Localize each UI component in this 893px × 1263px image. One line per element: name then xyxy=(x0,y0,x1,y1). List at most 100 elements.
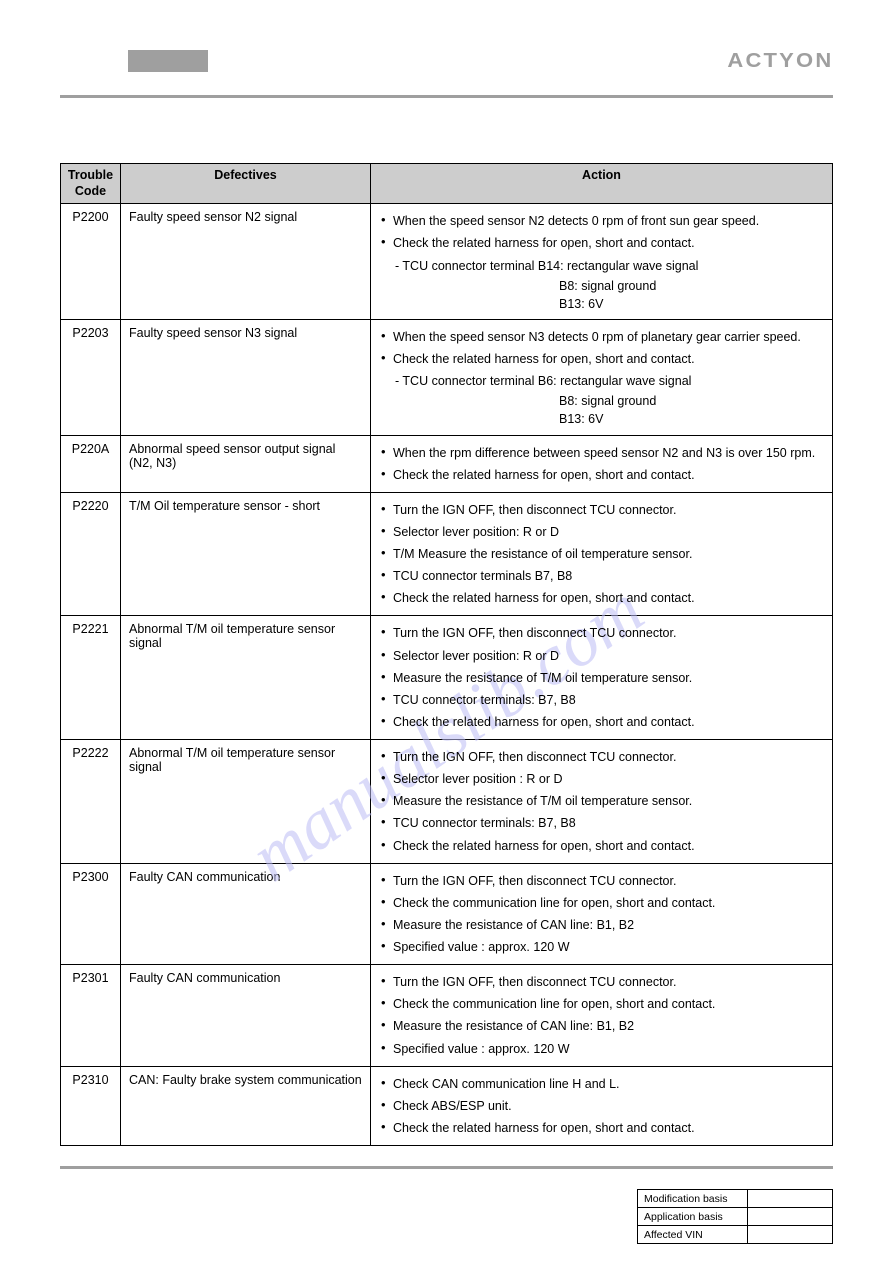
cell-code: P2222 xyxy=(61,740,121,864)
action-item: TCU connector terminals: B7, B8 xyxy=(379,689,824,711)
action-item: Specified value : approx. 120 W xyxy=(379,1038,824,1060)
cell-action: When the rpm difference between speed se… xyxy=(371,435,833,492)
action-sub-indent: B13: 6V xyxy=(379,410,824,428)
action-list: Turn the IGN OFF, then disconnect TCU co… xyxy=(379,870,824,959)
table-row: P2300Faulty CAN communication Turn the IG… xyxy=(61,863,833,965)
action-sub: - TCU connector terminal B6: rectangular… xyxy=(379,370,824,392)
table-row: P2203Faulty speed sensor N3 signal When t… xyxy=(61,319,833,435)
table-row: P220AAbnormal speed sensor output signal… xyxy=(61,435,833,492)
cell-code: P2301 xyxy=(61,965,121,1067)
action-sub-indent: B8: signal ground xyxy=(379,277,824,295)
cell-action: Turn the IGN OFF, then disconnect TCU co… xyxy=(371,740,833,864)
action-item: Selector lever position : R or D xyxy=(379,768,824,790)
footer-row: Affected VIN xyxy=(638,1226,833,1244)
action-item: Check ABS/ESP unit. xyxy=(379,1095,824,1117)
cell-code: P2221 xyxy=(61,616,121,740)
action-item: Check the related harness for open, shor… xyxy=(379,232,824,254)
th-trouble-code: Trouble Code xyxy=(61,164,121,204)
cell-defective: Abnormal T/M oil temperature sensor sign… xyxy=(121,616,371,740)
cell-code: P2310 xyxy=(61,1066,121,1145)
table-row: P2310CAN: Faulty brake system communicat… xyxy=(61,1066,833,1145)
action-item: Turn the IGN OFF, then disconnect TCU co… xyxy=(379,870,824,892)
table-row: P2301Faulty CAN communication Turn the IG… xyxy=(61,965,833,1067)
footer-body: Modification basisApplication basisAffec… xyxy=(638,1190,833,1244)
page: ACTYON manualslib.com Trouble Code Defec… xyxy=(0,0,893,1223)
action-list: Turn the IGN OFF, then disconnect TCU co… xyxy=(379,971,824,1060)
action-item: Check the related harness for open, shor… xyxy=(379,711,824,733)
action-item: Check the related harness for open, shor… xyxy=(379,835,824,857)
th-action: Action xyxy=(371,164,833,204)
action-item: Check the related harness for open, shor… xyxy=(379,464,824,486)
action-list: Turn the IGN OFF, then disconnect TCU co… xyxy=(379,622,824,733)
action-item: Selector lever position: R or D xyxy=(379,645,824,667)
action-item: Turn the IGN OFF, then disconnect TCU co… xyxy=(379,499,824,521)
action-item: Check the communication line for open, s… xyxy=(379,892,824,914)
action-list: Check CAN communication line H and L.Che… xyxy=(379,1073,824,1139)
trouble-code-table: Trouble Code Defectives Action P2200Faul… xyxy=(60,163,833,1146)
table-body: P2200Faulty speed sensor N2 signal When t… xyxy=(61,204,833,1146)
action-sub: - TCU connector terminal B14: rectangula… xyxy=(379,255,824,277)
cell-action: Turn the IGN OFF, then disconnect TCU co… xyxy=(371,863,833,965)
table-header-row: Trouble Code Defectives Action xyxy=(61,164,833,204)
cell-code: P220A xyxy=(61,435,121,492)
footer-label: Affected VIN xyxy=(638,1226,748,1244)
action-item: T/M Measure the resistance of oil temper… xyxy=(379,543,824,565)
cell-defective: Abnormal T/M oil temperature sensor sign… xyxy=(121,740,371,864)
cell-action: Check CAN communication line H and L.Che… xyxy=(371,1066,833,1145)
cell-defective: Abnormal speed sensor output signal (N2,… xyxy=(121,435,371,492)
table-row: P2221Abnormal T/M oil temperature sensor… xyxy=(61,616,833,740)
action-item: TCU connector terminals B7, B8 xyxy=(379,565,824,587)
action-list: When the speed sensor N3 detects 0 rpm o… xyxy=(379,326,824,429)
footer-value xyxy=(748,1190,833,1208)
action-list: Turn the IGN OFF, then disconnect TCU co… xyxy=(379,746,824,857)
cell-defective: Faulty speed sensor N3 signal xyxy=(121,319,371,435)
action-item: Turn the IGN OFF, then disconnect TCU co… xyxy=(379,971,824,993)
footer-row: Modification basis xyxy=(638,1190,833,1208)
action-item: Turn the IGN OFF, then disconnect TCU co… xyxy=(379,622,824,644)
action-item: Measure the resistance of CAN line: B1, … xyxy=(379,914,824,936)
cell-action: Turn the IGN OFF, then disconnect TCU co… xyxy=(371,965,833,1067)
footer-value xyxy=(748,1226,833,1244)
table-row: P2222Abnormal T/M oil temperature sensor… xyxy=(61,740,833,864)
header-grey-block xyxy=(128,50,208,72)
action-sub-indent: B13: 6V xyxy=(379,295,824,313)
footer-info-box: Modification basisApplication basisAffec… xyxy=(637,1189,833,1244)
table-row: P2220T/M Oil temperature sensor - short T… xyxy=(61,492,833,616)
cell-code: P2203 xyxy=(61,319,121,435)
action-list: Turn the IGN OFF, then disconnect TCU co… xyxy=(379,499,824,610)
action-sub-indent: B8: signal ground xyxy=(379,392,824,410)
cell-action: Turn the IGN OFF, then disconnect TCU co… xyxy=(371,492,833,616)
th-defectives: Defectives xyxy=(121,164,371,204)
footer-rule xyxy=(60,1166,833,1169)
cell-code: P2300 xyxy=(61,863,121,965)
action-item: When the speed sensor N3 detects 0 rpm o… xyxy=(379,326,824,348)
action-item: Check the related harness for open, shor… xyxy=(379,348,824,370)
table-row: P2200Faulty speed sensor N2 signal When t… xyxy=(61,204,833,320)
action-item: Check the related harness for open, shor… xyxy=(379,587,824,609)
action-item: Measure the resistance of T/M oil temper… xyxy=(379,790,824,812)
action-item: When the rpm difference between speed se… xyxy=(379,442,824,464)
action-item: Selector lever position: R or D xyxy=(379,521,824,543)
content-area: manualslib.com Trouble Code Defectives A… xyxy=(60,163,833,1146)
action-item: Check the related harness for open, shor… xyxy=(379,1117,824,1139)
footer-label: Modification basis xyxy=(638,1190,748,1208)
cell-defective: T/M Oil temperature sensor - short xyxy=(121,492,371,616)
action-item: Measure the resistance of CAN line: B1, … xyxy=(379,1015,824,1037)
action-item: Measure the resistance of T/M oil temper… xyxy=(379,667,824,689)
action-list: When the speed sensor N2 detects 0 rpm o… xyxy=(379,210,824,313)
footer-value xyxy=(748,1208,833,1226)
action-item: Check the communication line for open, s… xyxy=(379,993,824,1015)
cell-action: When the speed sensor N2 detects 0 rpm o… xyxy=(371,204,833,320)
action-list: When the rpm difference between speed se… xyxy=(379,442,824,486)
header-rule xyxy=(60,95,833,98)
cell-defective: Faulty CAN communication xyxy=(121,863,371,965)
page-header: ACTYON xyxy=(60,50,833,90)
cell-code: P2220 xyxy=(61,492,121,616)
cell-defective: Faulty speed sensor N2 signal xyxy=(121,204,371,320)
footer-label: Application basis xyxy=(638,1208,748,1226)
cell-defective: Faulty CAN communication xyxy=(121,965,371,1067)
action-item: When the speed sensor N2 detects 0 rpm o… xyxy=(379,210,824,232)
cell-action: When the speed sensor N3 detects 0 rpm o… xyxy=(371,319,833,435)
action-item: Specified value : approx. 120 W xyxy=(379,936,824,958)
cell-code: P2200 xyxy=(61,204,121,320)
